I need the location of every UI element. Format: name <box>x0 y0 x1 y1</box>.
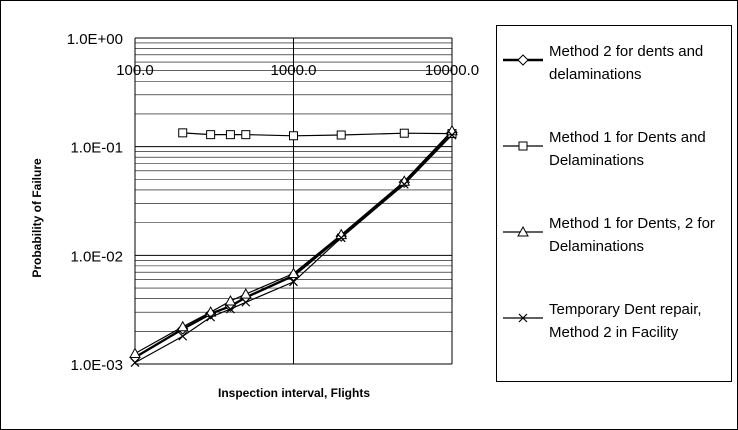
data-point-triangle <box>176 320 189 332</box>
data-point-x <box>130 358 140 368</box>
y-tick-label: 1.0E+00 <box>67 31 123 48</box>
x-tick-label: 100.0 <box>116 62 154 79</box>
legend-label: Method 2 for dents and delaminations <box>549 43 704 83</box>
data-point-triangle <box>398 175 411 186</box>
data-point-x <box>289 277 298 287</box>
y-tick-label: 1.0E-01 <box>70 140 123 157</box>
data-point-square <box>225 130 235 140</box>
data-point-square <box>206 130 216 140</box>
y-tick-label: 1.0E-03 <box>70 357 123 374</box>
legend-marker-square-icon <box>503 141 543 151</box>
x-stroke <box>130 358 140 368</box>
legend-point-diamond <box>517 54 529 66</box>
gridlines <box>134 37 453 365</box>
tick-labels: 1.0E+00 1.0E-01 1.0E-02 1.0E-03 100.0 1000.0 1… <box>67 31 479 374</box>
data-point-x <box>447 130 457 140</box>
x-axis-title: Inspection interval, Flights <box>218 386 370 400</box>
data-point-triangle <box>287 267 300 279</box>
data-point-x <box>178 331 188 341</box>
x-stroke <box>206 312 216 322</box>
legend-marker-triangle-icon <box>503 225 543 237</box>
legend-marker-diamond-icon <box>503 54 543 66</box>
x-stroke <box>518 313 528 323</box>
data-point-triangle <box>129 347 141 358</box>
legend-point-triangle <box>517 225 529 237</box>
series-lines <box>129 124 458 368</box>
x-stroke <box>289 277 298 287</box>
y-axis-title: Probability of Failure <box>30 158 44 278</box>
x-tick-label: 1000.0 <box>271 62 317 79</box>
legend-label: Temporary Dent repair, Method 2 in Facil… <box>549 301 702 341</box>
legend-point-square <box>518 141 528 151</box>
data-point-triangle <box>239 288 252 299</box>
data-point-x <box>241 297 251 307</box>
x-tick-label: 10000.0 <box>425 62 479 79</box>
series-line-2 <box>182 132 453 137</box>
legend: Method 2 for dents and delaminations Met… <box>496 25 732 382</box>
legend-label: Method 1 for Dents and Delaminations <box>549 129 706 169</box>
x-stroke <box>226 304 235 314</box>
data-point-square <box>399 128 409 138</box>
x-stroke <box>336 233 346 243</box>
data-point-square <box>289 131 298 141</box>
data-point-square <box>178 128 188 138</box>
data-point-x <box>206 312 216 322</box>
x-stroke <box>399 179 409 189</box>
data-point-triangle <box>224 294 237 306</box>
data-point-x <box>226 304 235 314</box>
x-stroke <box>178 331 188 341</box>
y-tick-label: 1.0E-02 <box>70 248 123 265</box>
data-point-x <box>399 179 409 189</box>
data-point-square <box>336 130 346 140</box>
x-stroke <box>447 130 457 140</box>
legend-label: Method 1 for Dents, 2 for Delaminations <box>549 215 715 255</box>
x-stroke <box>241 297 251 307</box>
legend-marker-x-icon <box>503 313 543 323</box>
legend-point-x <box>518 313 528 323</box>
data-point-square <box>241 130 251 140</box>
data-point-x <box>336 233 346 243</box>
